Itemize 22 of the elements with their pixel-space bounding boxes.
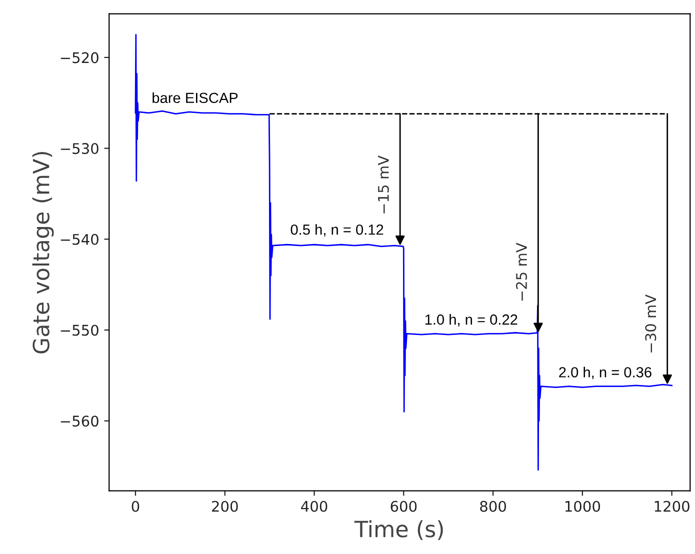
- y-axis-title: Gate voltage (mV): [32, 152, 54, 354]
- annotation: 1.0 h, n = 0.22: [425, 314, 518, 326]
- annotation: 0.5 h, n = 0.12: [290, 224, 384, 237]
- x-tick-label: 600: [390, 500, 417, 512]
- x-tick-label: 0: [132, 500, 140, 512]
- x-tick-label: 200: [212, 500, 238, 512]
- y-tick-label: −530: [60, 143, 98, 154]
- line-series: [134, 34, 673, 471]
- annotation: bare EISCAP: [152, 92, 238, 104]
- y-tick-label: −520: [60, 52, 98, 64]
- x-tick-label: 800: [480, 500, 506, 512]
- annotation: −25 mV: [516, 242, 528, 301]
- x-axis-title: Time (s): [354, 520, 443, 540]
- y-tick-label: −560: [60, 416, 98, 427]
- y-tick-label: −540: [60, 234, 98, 245]
- y-tick-label: −550: [60, 324, 98, 336]
- annotation: 2.0 h, n = 0.36: [559, 366, 652, 380]
- annotation: −15 mV: [378, 156, 389, 214]
- annotation: −30 mV: [645, 294, 656, 352]
- x-tick-label: 400: [301, 500, 328, 512]
- x-tick-label: 1200: [654, 500, 690, 512]
- x-tick-label: 1000: [565, 500, 600, 512]
